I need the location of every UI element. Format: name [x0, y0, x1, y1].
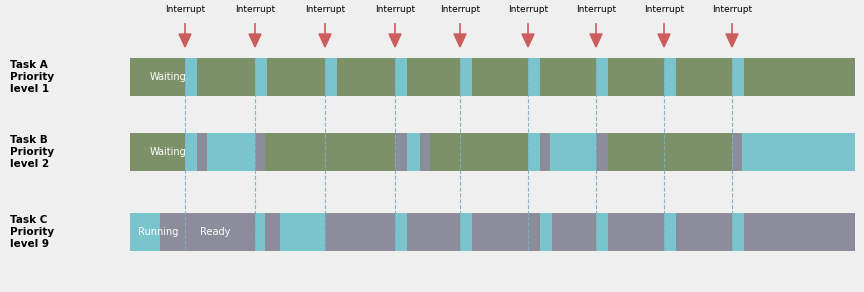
Bar: [130, 58, 185, 96]
Text: Ready: Ready: [200, 227, 231, 237]
Bar: [255, 213, 265, 251]
Bar: [185, 133, 197, 171]
Text: Interrupt: Interrupt: [644, 5, 684, 14]
Bar: [676, 213, 732, 251]
Bar: [460, 58, 472, 96]
Text: Waiting: Waiting: [150, 147, 187, 157]
Bar: [732, 213, 744, 251]
Bar: [185, 58, 197, 96]
Polygon shape: [454, 34, 466, 47]
Polygon shape: [522, 34, 534, 47]
Bar: [552, 213, 596, 251]
Bar: [407, 133, 420, 171]
Bar: [267, 58, 325, 96]
Bar: [130, 133, 185, 171]
Bar: [395, 213, 407, 251]
Bar: [732, 133, 742, 171]
Bar: [742, 133, 855, 171]
Bar: [325, 58, 337, 96]
Bar: [528, 133, 540, 171]
Bar: [608, 58, 664, 96]
Text: Task C
Priority
level 9: Task C Priority level 9: [10, 215, 54, 249]
Text: Task A
Priority
level 1: Task A Priority level 1: [10, 60, 54, 94]
Text: Running: Running: [138, 227, 178, 237]
Text: Interrupt: Interrupt: [165, 5, 205, 14]
Bar: [608, 133, 664, 171]
Bar: [744, 58, 855, 96]
Bar: [395, 133, 407, 171]
Bar: [528, 213, 540, 251]
Text: Interrupt: Interrupt: [712, 5, 752, 14]
Bar: [265, 213, 280, 251]
Bar: [664, 213, 676, 251]
Bar: [207, 133, 255, 171]
Bar: [596, 133, 608, 171]
Bar: [160, 213, 255, 251]
Bar: [676, 58, 732, 96]
Bar: [197, 58, 255, 96]
Bar: [197, 133, 207, 171]
Text: Interrupt: Interrupt: [508, 5, 548, 14]
Polygon shape: [249, 34, 261, 47]
Bar: [130, 213, 160, 251]
Bar: [407, 213, 460, 251]
Text: Interrupt: Interrupt: [440, 5, 480, 14]
Bar: [325, 133, 395, 171]
Bar: [460, 213, 472, 251]
Text: Interrupt: Interrupt: [305, 5, 345, 14]
Bar: [732, 58, 744, 96]
Polygon shape: [179, 34, 191, 47]
Polygon shape: [590, 34, 602, 47]
Bar: [596, 213, 608, 251]
Text: Interrupt: Interrupt: [235, 5, 275, 14]
Bar: [337, 213, 395, 251]
Bar: [664, 133, 732, 171]
Bar: [420, 133, 430, 171]
Bar: [472, 58, 528, 96]
Bar: [744, 213, 855, 251]
Bar: [337, 58, 395, 96]
Bar: [430, 133, 528, 171]
Text: Interrupt: Interrupt: [375, 5, 415, 14]
Bar: [280, 213, 325, 251]
Bar: [540, 213, 552, 251]
Bar: [255, 133, 265, 171]
Bar: [550, 133, 596, 171]
Bar: [395, 58, 407, 96]
Polygon shape: [389, 34, 401, 47]
Bar: [265, 133, 325, 171]
Text: Task B
Priority
level 2: Task B Priority level 2: [10, 135, 54, 169]
Bar: [472, 213, 528, 251]
Bar: [255, 58, 267, 96]
Bar: [596, 58, 608, 96]
Polygon shape: [319, 34, 331, 47]
Bar: [325, 213, 337, 251]
Bar: [540, 133, 550, 171]
Bar: [664, 58, 676, 96]
Bar: [540, 58, 596, 96]
Bar: [608, 213, 664, 251]
Bar: [528, 58, 540, 96]
Text: Interrupt: Interrupt: [576, 5, 616, 14]
Polygon shape: [658, 34, 670, 47]
Text: Waiting: Waiting: [150, 72, 187, 82]
Polygon shape: [726, 34, 738, 47]
Bar: [407, 58, 460, 96]
